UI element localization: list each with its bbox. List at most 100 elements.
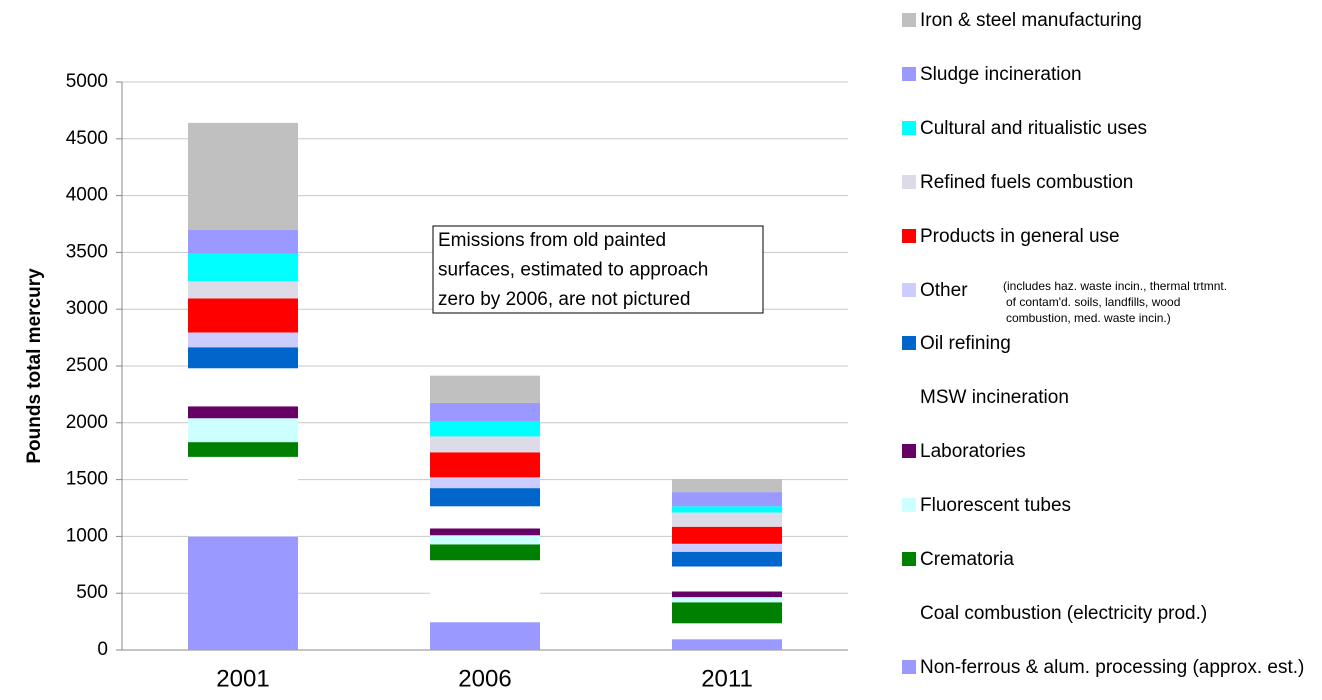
bar-segment: [188, 368, 298, 407]
y-tick-label: 4500: [66, 128, 108, 149]
legend-swatch: [902, 174, 916, 189]
y-tick-label: 1500: [66, 469, 108, 490]
legend-label: Coal combustion (electricity prod.): [920, 602, 1208, 624]
bar-segment: [188, 456, 298, 537]
bar-segment: [430, 488, 540, 507]
bar-segment: [188, 332, 298, 348]
bar-segment: [672, 602, 782, 624]
bar-segment: [672, 591, 782, 598]
x-tick-label: 2011: [701, 665, 753, 692]
y-tick-label: 2500: [66, 355, 108, 376]
bar-segment: [430, 375, 540, 403]
bar-segment: [430, 560, 540, 623]
y-tick-label: 3000: [66, 298, 108, 319]
legend-label: Oil refining: [920, 333, 1011, 355]
legend-swatch: [902, 390, 916, 405]
y-tick-label: 5000: [66, 71, 108, 92]
legend-item: MSW incineration: [902, 386, 1317, 409]
bar-segment: [430, 452, 540, 478]
x-tick-label: 2006: [458, 665, 511, 692]
legend-swatch: [902, 605, 916, 620]
legend-item: Laboratories: [902, 440, 1317, 463]
legend-label: Laboratories: [920, 441, 1026, 463]
bar-segment: [188, 298, 298, 333]
legend-item: Fluorescent tubes: [902, 494, 1317, 517]
legend-swatch: [902, 659, 916, 674]
legend-item: Crematoria: [902, 548, 1317, 571]
bar-segment: [672, 526, 782, 544]
legend-note: combustion, med. waste incin.): [1006, 311, 1171, 325]
legend-item: Products in general use: [902, 225, 1317, 248]
legend-swatch: [902, 228, 916, 243]
legend-note: of contam'd. soils, landfills, wood: [1006, 295, 1180, 309]
legend-swatch: [902, 13, 916, 27]
bar-segment: [188, 122, 298, 230]
annotation-text: surfaces, estimated to approach: [438, 260, 708, 281]
legend-label: Refined fuels combustion: [920, 171, 1134, 193]
legend-label: Sludge incineration: [920, 63, 1082, 85]
legend-swatch: [902, 552, 916, 566]
legend-label: Products in general use: [920, 225, 1120, 247]
legend-swatch: [902, 120, 916, 135]
bar-segment: [188, 418, 298, 443]
legend-item: Oil refining: [902, 332, 1317, 355]
legend-item: Cultural and ritualistic uses: [902, 117, 1317, 140]
legend-item: Coal combustion (electricity prod.): [902, 602, 1317, 625]
bar-segment: [188, 253, 298, 282]
bar-segment: [430, 544, 540, 561]
y-tick-label: 4000: [66, 185, 108, 206]
y-tick-label: 1000: [66, 525, 108, 546]
bar-segment: [430, 528, 540, 536]
annotation-text: Emissions from old painted: [438, 230, 666, 251]
bar-segment: [672, 543, 782, 552]
legend-label: Crematoria: [920, 549, 1014, 570]
bar-segment: [188, 536, 298, 650]
legend-item: Sludge incineration: [902, 63, 1317, 86]
legend-label: Iron & steel manufacturing: [920, 10, 1142, 31]
y-tick-label: 3500: [66, 241, 108, 262]
y-tick-label: 2000: [66, 412, 108, 433]
bar-segment: [430, 421, 540, 437]
legend-label: MSW incineration: [920, 387, 1069, 409]
legend-label: Non-ferrous & alum. processing (approx. …: [920, 656, 1305, 678]
bar-segment: [672, 479, 782, 493]
legend-item: Other: [902, 279, 1317, 302]
x-tick-label: 2001: [216, 665, 269, 692]
bar-segment: [188, 442, 298, 457]
bar-segment: [430, 506, 540, 529]
y-tick-label: 0: [97, 639, 108, 660]
bar-segment: [430, 477, 540, 489]
legend-label: Other: [920, 279, 968, 301]
bar-segment: [430, 622, 540, 650]
legend-swatch: [902, 336, 916, 351]
annotation-text: zero by 2006, are not pictured: [438, 289, 690, 310]
bar-segment: [672, 506, 782, 513]
legend-swatch: [902, 282, 916, 297]
bar-segment: [672, 623, 782, 640]
legend-item: Non-ferrous & alum. processing (approx. …: [902, 656, 1317, 679]
bar-segment: [672, 512, 782, 527]
legend-label: Cultural and ritualistic uses: [920, 117, 1148, 139]
bar-segment: [672, 492, 782, 507]
bar-segment: [188, 281, 298, 299]
y-axis-label: Pounds total mercury: [24, 268, 45, 464]
legend-swatch: [902, 498, 916, 513]
bar-segment: [672, 597, 782, 603]
bar-segment: [672, 639, 782, 650]
y-tick-label: 500: [76, 582, 108, 603]
bar-segment: [188, 406, 298, 419]
bar-segment: [188, 347, 298, 369]
bar-segment: [672, 551, 782, 567]
legend-note: (includes haz. waste incin., thermal trt…: [1003, 279, 1227, 293]
bar-segment: [672, 566, 782, 592]
bar-segment: [430, 436, 540, 453]
legend-item: Iron & steel manufacturing: [902, 9, 1317, 32]
bar-segment: [430, 535, 540, 545]
legend-item: Refined fuels combustion: [902, 171, 1317, 194]
legend-swatch: [902, 444, 916, 459]
legend-label: Fluorescent tubes: [920, 495, 1072, 517]
bar-segment: [430, 402, 540, 422]
bar-segment: [188, 229, 298, 254]
